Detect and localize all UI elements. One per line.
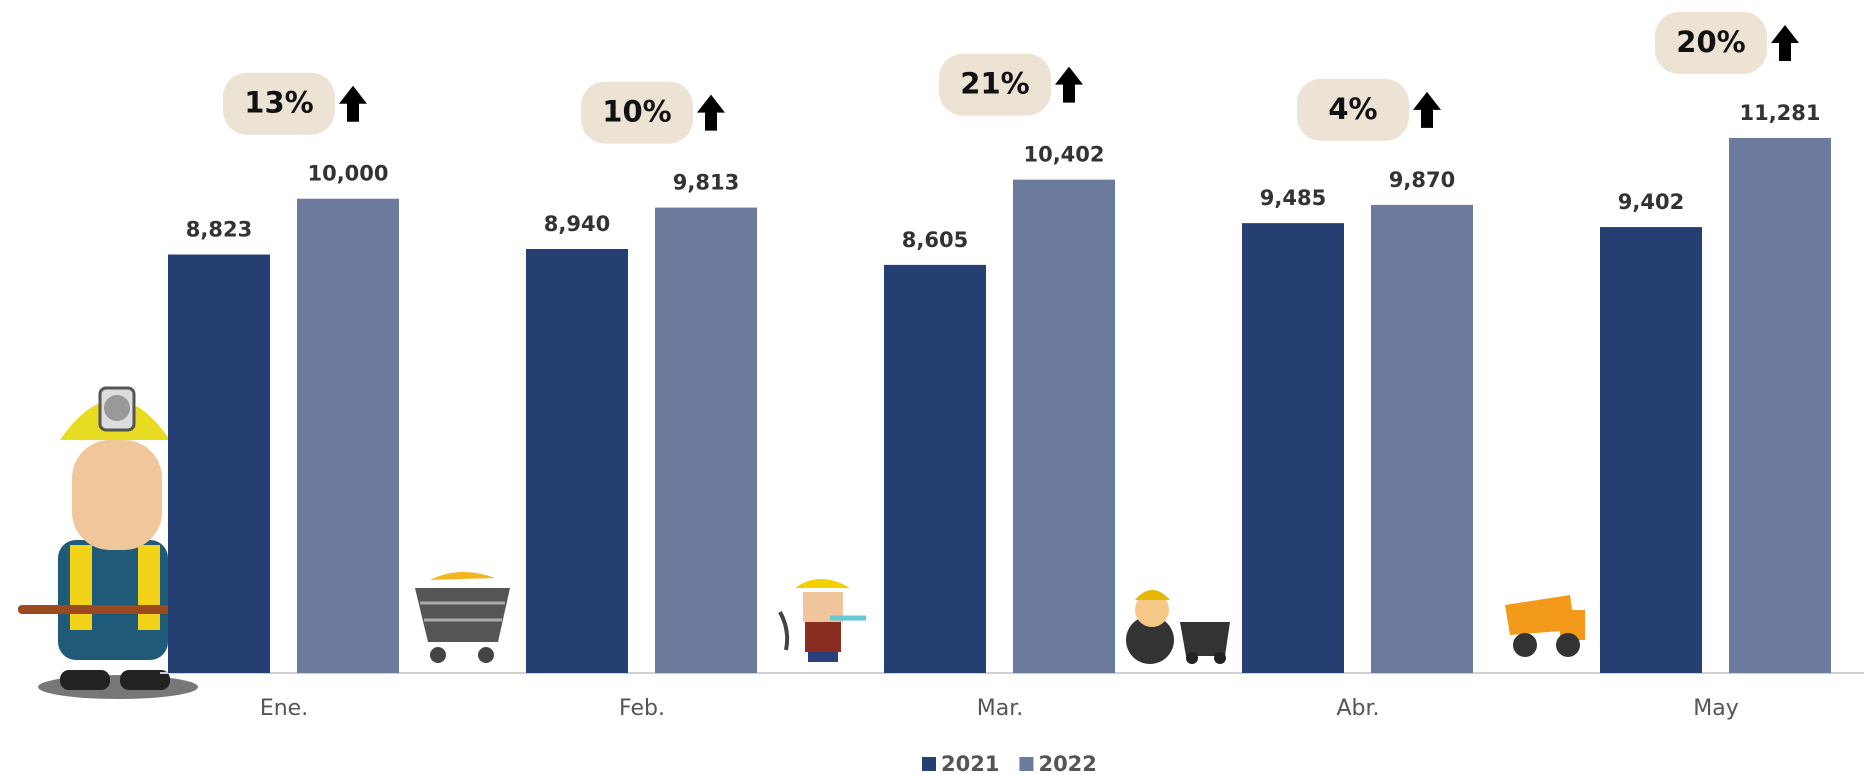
value-label: 8,823 <box>186 218 252 242</box>
legend-label: 2021 <box>941 752 999 775</box>
growth-label: 20% <box>1676 25 1745 59</box>
value-label: 9,402 <box>1618 190 1684 214</box>
bar <box>168 255 270 673</box>
bar <box>1600 227 1702 673</box>
value-label: 10,000 <box>307 162 388 186</box>
bar <box>526 249 628 673</box>
growth-label: 13% <box>244 86 313 120</box>
x-tick-label: May <box>1693 696 1738 721</box>
bar <box>1371 205 1473 673</box>
bar <box>1242 223 1344 673</box>
bar <box>1013 180 1115 673</box>
bar <box>1729 138 1831 673</box>
value-label: 9,813 <box>673 171 739 195</box>
cart-clipart <box>415 572 510 663</box>
x-tick-label: Ene. <box>260 696 308 721</box>
up-arrow <box>697 95 725 131</box>
legend-swatch <box>1019 757 1033 771</box>
value-label: 10,402 <box>1023 143 1104 167</box>
up-arrow <box>339 86 367 122</box>
bar <box>884 265 986 673</box>
up-arrow <box>1055 67 1083 103</box>
growth-label: 10% <box>602 95 671 129</box>
x-tick-label: Mar. <box>977 696 1023 721</box>
value-label: 9,485 <box>1260 186 1326 210</box>
bar <box>297 199 399 673</box>
legend-swatch <box>922 757 936 771</box>
pixel-miner-clipart <box>780 579 866 662</box>
up-arrow <box>1413 92 1441 128</box>
up-arrow <box>1771 25 1799 61</box>
bar <box>655 208 757 673</box>
growth-label: 4% <box>1328 92 1377 126</box>
legend-label: 2022 <box>1038 752 1096 775</box>
chart: Ene. 8,823 10,000 13% Feb. 8,940 9,813 10% Mar. 8… <box>0 0 1864 775</box>
x-tick-label: Feb. <box>619 696 665 721</box>
value-label: 8,940 <box>544 212 610 236</box>
value-label: 9,870 <box>1389 168 1455 192</box>
coal-miner-clipart <box>1126 590 1230 664</box>
value-label: 8,605 <box>902 228 968 252</box>
value-label: 11,281 <box>1739 101 1820 125</box>
truck-clipart <box>1505 595 1585 657</box>
growth-label: 21% <box>960 67 1029 101</box>
x-tick-label: Abr. <box>1336 696 1379 721</box>
